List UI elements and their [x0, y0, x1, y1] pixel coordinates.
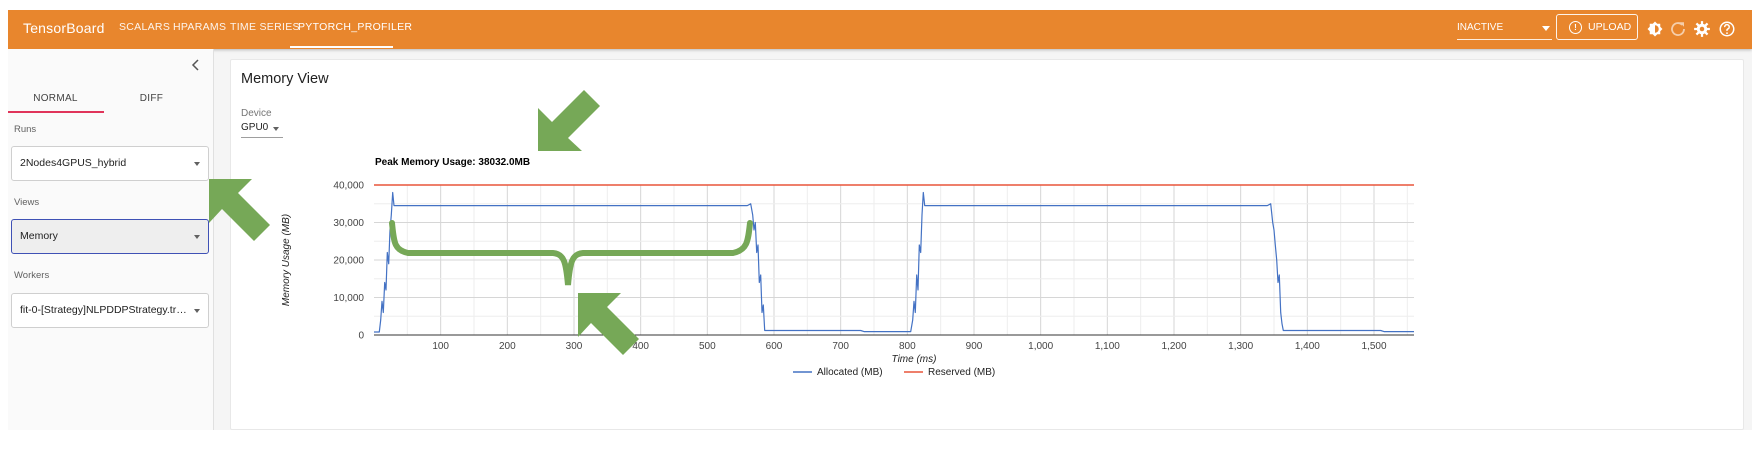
- x-tick-label: 300: [566, 341, 583, 352]
- workers-select[interactable]: fit-0-[Strategy]NLPDDPStrategy.trai...: [11, 293, 209, 328]
- chevron-down-icon: [1542, 26, 1550, 31]
- peak-memory-label: Peak Memory Usage: 38032.0MB: [375, 157, 531, 168]
- upload-button[interactable]: ! UPLOAD: [1556, 14, 1638, 40]
- active-mode-indicator: [8, 111, 104, 113]
- runs-select-value: 2Nodes4GPUS_hybrid: [20, 157, 127, 169]
- x-tick-label: 1,100: [1095, 341, 1120, 352]
- views-label: Views: [14, 197, 40, 208]
- chevron-down-icon: [194, 309, 200, 313]
- upload-button-label: UPLOAD: [1588, 21, 1632, 33]
- x-tick-label: 1,500: [1361, 341, 1386, 352]
- status-select-value: INACTIVE: [1457, 22, 1504, 33]
- x-tick-label: 200: [499, 341, 516, 352]
- settings-icon[interactable]: [1693, 20, 1711, 38]
- x-tick-label: 500: [699, 341, 716, 352]
- app-frame: TensorBoard SCALARS HPARAMS TIME SERIES …: [8, 10, 1752, 430]
- top-bar: TensorBoard SCALARS HPARAMS TIME SERIES …: [8, 10, 1752, 49]
- tab-pytorch-profiler[interactable]: PYTORCH_PROFILER: [298, 21, 413, 33]
- legend-reserved: Reserved (MB): [928, 367, 995, 378]
- x-tick-label: 1,300: [1228, 341, 1253, 352]
- status-select[interactable]: INACTIVE: [1457, 18, 1552, 40]
- chevron-left-icon[interactable]: [188, 57, 204, 73]
- device-select[interactable]: GPU0: [241, 122, 283, 138]
- workers-select-value: fit-0-[Strategy]NLPDDPStrategy.trai...: [20, 304, 188, 316]
- x-tick-label: 100: [432, 341, 449, 352]
- x-axis-title: Time (ms): [892, 354, 937, 365]
- chevron-down-icon: [273, 127, 279, 131]
- tab-scalars[interactable]: SCALARS: [119, 21, 171, 33]
- chevron-down-icon: [194, 162, 200, 166]
- app-title: TensorBoard: [23, 20, 105, 36]
- tab-time-series[interactable]: TIME SERIES: [230, 21, 300, 33]
- chevron-down-icon: [194, 235, 200, 239]
- tab-normal[interactable]: NORMAL: [33, 93, 78, 104]
- y-tick-label: 10,000: [333, 293, 364, 304]
- sidebar: NORMAL DIFF Runs 2Nodes4GPUS_hybrid View…: [8, 49, 214, 430]
- brightness-icon[interactable]: [1646, 20, 1664, 38]
- x-tick-label: 900: [966, 341, 983, 352]
- tab-diff[interactable]: DIFF: [139, 93, 164, 104]
- active-tab-indicator: [290, 46, 393, 48]
- chart-grid: [374, 184, 1414, 335]
- views-select[interactable]: Memory: [11, 219, 209, 254]
- memory-usage-chart: 100 200 300 400 500 600 700 800 900 1,000 1,100 1,2…: [281, 181, 1414, 378]
- x-tick-label: 400: [632, 341, 649, 352]
- device-label: Device: [241, 108, 272, 119]
- x-tick-label: 1,200: [1161, 341, 1186, 352]
- page-title: Memory View: [241, 71, 329, 87]
- y-tick-label: 20,000: [333, 256, 364, 267]
- tab-hparams[interactable]: HPARAMS: [173, 21, 227, 33]
- y-axis-title: Memory Usage (MB): [281, 214, 292, 306]
- views-select-value: Memory: [20, 230, 58, 242]
- y-tick-label: 0: [358, 331, 364, 342]
- x-tick-label: 1,400: [1295, 341, 1320, 352]
- x-tick-label: 1,000: [1028, 341, 1053, 352]
- workers-label: Workers: [14, 270, 50, 281]
- chart-legend: Allocated (MB) Reserved (MB): [793, 367, 995, 378]
- device-select-value: GPU0: [241, 122, 269, 133]
- chart-axes: 100 200 300 400 500 600 700 800 900 1,000 1,100 1,2…: [281, 181, 1414, 365]
- x-tick-label: 800: [899, 341, 916, 352]
- help-icon[interactable]: [1718, 20, 1736, 38]
- x-tick-label: 600: [766, 341, 783, 352]
- memory-view-card: Memory View Device GPU0 Peak Memory Usag…: [230, 59, 1744, 430]
- legend-allocated: Allocated (MB): [817, 367, 883, 378]
- y-tick-label: 40,000: [333, 181, 364, 192]
- refresh-icon[interactable]: [1669, 20, 1687, 38]
- x-tick-label: 700: [832, 341, 849, 352]
- runs-label: Runs: [14, 124, 37, 135]
- y-tick-label: 30,000: [333, 218, 364, 229]
- info-icon: !: [1569, 21, 1582, 34]
- chart-series: [374, 184, 1414, 333]
- series-allocated-line: [374, 191, 1414, 333]
- runs-select[interactable]: 2Nodes4GPUS_hybrid: [11, 146, 209, 181]
